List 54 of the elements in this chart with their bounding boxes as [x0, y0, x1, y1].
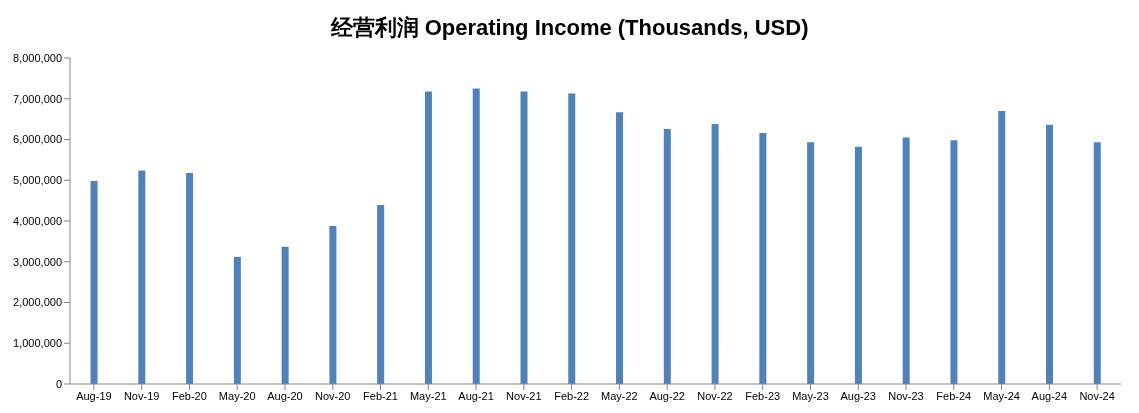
y-tick-label: 8,000,000 [13, 51, 62, 64]
bar [90, 181, 98, 384]
x-tick-label: Aug-24 [1031, 389, 1068, 402]
bar [1046, 124, 1053, 384]
bar [616, 112, 624, 384]
x-tick-label: Nov-23 [888, 389, 924, 402]
bar [568, 93, 576, 384]
x-tick-label: Aug-20 [267, 389, 303, 402]
y-tick-label: 0 [55, 377, 62, 390]
x-tick-label: May-23 [792, 389, 829, 402]
bar [663, 128, 671, 384]
x-tick-label: May-24 [983, 389, 1020, 402]
chart-title: 经营利润 Operating Income (Thousands, USD) [329, 14, 810, 42]
bar [950, 140, 958, 384]
x-tick-label: Feb-22 [554, 389, 590, 402]
x-tick-label: Feb-24 [936, 389, 972, 402]
bar [807, 142, 815, 384]
bar [472, 88, 480, 384]
bar [998, 110, 1006, 384]
x-tick-label: Nov-22 [697, 389, 733, 402]
x-tick-label: May-20 [218, 389, 256, 402]
y-tick-label: 5,000,000 [13, 174, 62, 187]
y-tick-label: 4,000,000 [13, 214, 62, 227]
bar [1093, 142, 1101, 384]
x-tick-label: Feb-23 [745, 389, 781, 402]
bar [759, 132, 767, 384]
x-tick-label: Feb-21 [363, 389, 398, 402]
x-tick-label: Aug-21 [458, 389, 494, 402]
bar [377, 205, 385, 384]
bar [854, 146, 862, 384]
bar [138, 170, 146, 384]
y-tick-label: 6,000,000 [13, 133, 62, 146]
x-tick-label: May-22 [601, 389, 638, 402]
bar [711, 124, 719, 384]
x-tick-label: Nov-20 [315, 389, 351, 402]
bar [186, 172, 194, 384]
bar [902, 137, 910, 384]
x-tick-label: Aug-23 [840, 389, 876, 402]
bar [424, 91, 432, 384]
x-tick-label: Nov-24 [1079, 389, 1115, 402]
x-tick-label: Aug-19 [76, 389, 112, 402]
y-tick-label: 2,000,000 [13, 296, 62, 309]
x-tick-label: Nov-19 [123, 389, 160, 402]
x-tick-label: Feb-20 [172, 389, 207, 402]
x-tick-label: Nov-21 [506, 389, 542, 402]
x-tick-label: May-21 [409, 389, 447, 402]
bar [281, 246, 289, 384]
bar [520, 91, 528, 384]
y-tick-label: 3,000,000 [13, 255, 62, 268]
y-tick-label: 7,000,000 [13, 92, 62, 105]
x-tick-label: Aug-22 [649, 389, 685, 402]
y-tick-label: 1,000,000 [13, 337, 62, 350]
bar [233, 256, 241, 384]
bar [329, 225, 337, 384]
